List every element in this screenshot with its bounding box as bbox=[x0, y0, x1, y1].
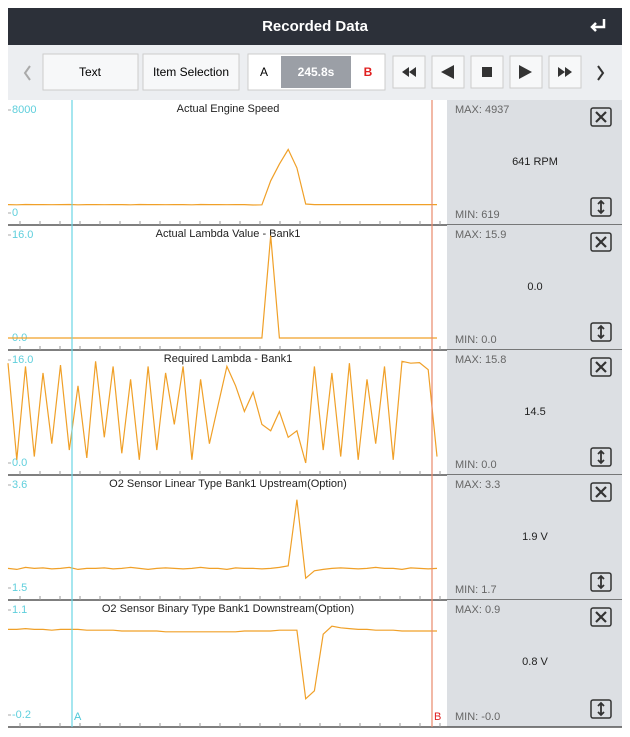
y-tick-label: 1.5 bbox=[12, 582, 27, 594]
chart-title: O2 Sensor Linear Type Bank1 Upstream(Opt… bbox=[109, 478, 347, 490]
scale-icon bbox=[597, 199, 605, 215]
cursor-b-marker: B bbox=[434, 711, 441, 723]
y-tick-label: -0.2 bbox=[12, 709, 31, 721]
scale-icon-box bbox=[590, 572, 612, 592]
max-label: MAX: 3.3 bbox=[455, 479, 500, 491]
y-tick-label: 16.0 bbox=[12, 354, 33, 366]
item-selection-label: Item Selection bbox=[153, 65, 229, 79]
y-tick-label: 3.6 bbox=[12, 479, 27, 491]
max-label: MAX: 4937 bbox=[455, 104, 509, 116]
current-value: 14.5 bbox=[524, 406, 545, 418]
chart-title: Required Lambda - Bank1 bbox=[164, 353, 292, 365]
min-label: MIN: 0.0 bbox=[455, 459, 497, 471]
back-button[interactable] bbox=[590, 19, 606, 32]
close-icon-box bbox=[590, 357, 612, 377]
y-tick-label: 16.0 bbox=[12, 229, 33, 241]
cursor-b-button[interactable]: B bbox=[364, 65, 373, 79]
data-line bbox=[8, 625, 437, 701]
readout-panel bbox=[447, 350, 622, 475]
max-label: MAX: 0.9 bbox=[455, 604, 500, 616]
readout-panel bbox=[447, 100, 622, 225]
chart-title: Actual Engine Speed bbox=[177, 103, 280, 115]
current-value: 0.0 bbox=[527, 281, 542, 293]
y-tick-label: 1.1 bbox=[12, 604, 27, 616]
scale-icon-box bbox=[590, 699, 612, 719]
y-tick-label: 8000 bbox=[12, 104, 36, 116]
close-icon bbox=[595, 361, 607, 373]
scale-icon bbox=[597, 324, 605, 340]
min-label: MIN: 0.0 bbox=[455, 334, 497, 346]
scale-button[interactable] bbox=[590, 322, 612, 342]
cursor-a-marker: A bbox=[74, 711, 82, 723]
scale-icon bbox=[597, 701, 605, 717]
scale-icon-box bbox=[590, 197, 612, 217]
min-label: MIN: -0.0 bbox=[455, 711, 500, 723]
prev-button[interactable] bbox=[23, 65, 31, 81]
scale-button[interactable] bbox=[590, 197, 612, 217]
readout-panel bbox=[447, 225, 622, 350]
next-button[interactable] bbox=[597, 65, 605, 81]
data-line bbox=[7, 360, 438, 464]
item-selection-button[interactable] bbox=[142, 53, 240, 91]
close-button[interactable] bbox=[590, 607, 612, 627]
close-icon bbox=[595, 486, 607, 498]
close-button[interactable] bbox=[590, 107, 612, 127]
close-icon-box bbox=[590, 107, 612, 127]
close-button[interactable] bbox=[590, 232, 612, 252]
close-icon bbox=[595, 111, 607, 123]
scale-icon-box bbox=[590, 322, 612, 342]
min-label: MIN: 1.7 bbox=[455, 584, 497, 596]
header-bar bbox=[8, 8, 622, 45]
current-value: 0.8 V bbox=[522, 656, 548, 668]
data-line bbox=[7, 148, 437, 206]
data-line bbox=[7, 499, 438, 580]
max-label: MAX: 15.9 bbox=[455, 229, 506, 241]
readout-panel bbox=[447, 600, 622, 727]
min-label: MIN: 619 bbox=[455, 209, 500, 221]
readout-panel bbox=[447, 475, 622, 600]
scale-icon bbox=[597, 574, 605, 590]
header-title: Recorded Data bbox=[262, 18, 369, 35]
data-line bbox=[8, 235, 437, 339]
scale-button[interactable] bbox=[590, 572, 612, 592]
chart-title: Actual Lambda Value - Bank1 bbox=[156, 228, 301, 240]
max-label: MAX: 15.8 bbox=[455, 354, 506, 366]
scale-icon bbox=[597, 449, 605, 465]
time-label: 245.8s bbox=[298, 65, 335, 79]
close-button[interactable] bbox=[590, 357, 612, 377]
text-button-label: Text bbox=[79, 65, 102, 79]
y-tick-label: 0.0 bbox=[12, 457, 27, 469]
panels: Actual Engine Speed 0 8000 MAX: 4937 641 RPM… bbox=[7, 100, 622, 728]
close-icon bbox=[595, 611, 607, 623]
scale-button[interactable] bbox=[590, 699, 612, 719]
close-button[interactable] bbox=[590, 482, 612, 502]
text-button[interactable] bbox=[42, 53, 139, 91]
close-icon bbox=[595, 236, 607, 248]
chart-title: O2 Sensor Binary Type Bank1 Downstream(O… bbox=[102, 603, 354, 615]
y-tick-label: 0 bbox=[12, 207, 18, 219]
current-value: 641 RPM bbox=[512, 156, 558, 168]
close-icon-box bbox=[590, 482, 612, 502]
close-icon-box bbox=[590, 232, 612, 252]
time-box bbox=[281, 56, 351, 88]
scale-button[interactable] bbox=[590, 447, 612, 467]
scale-icon-box bbox=[590, 447, 612, 467]
current-value: 1.9 V bbox=[522, 531, 548, 543]
cursor-a-button[interactable]: A bbox=[260, 65, 268, 79]
media-icons bbox=[402, 65, 572, 79]
close-icon-box bbox=[590, 607, 612, 627]
